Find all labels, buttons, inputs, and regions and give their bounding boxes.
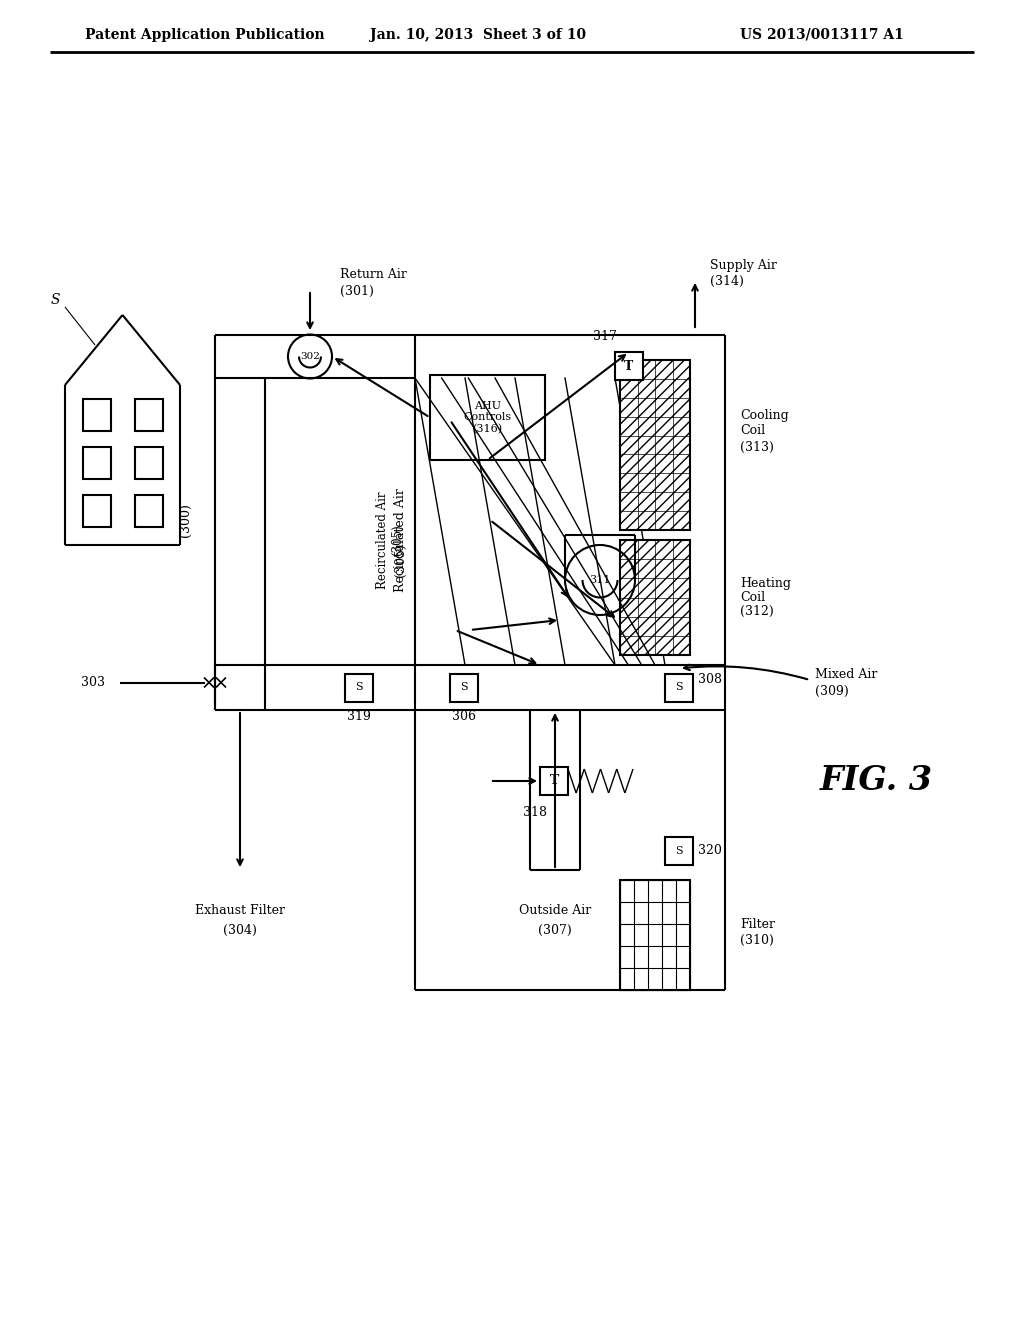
Text: (304): (304): [223, 924, 257, 936]
Bar: [620, 880, 690, 990]
Text: (307): (307): [539, 924, 571, 936]
Bar: [345, 673, 373, 701]
Text: 308: 308: [698, 673, 722, 686]
Text: (312): (312): [740, 605, 774, 618]
Bar: [620, 360, 690, 531]
Bar: [135, 399, 163, 432]
Text: (301): (301): [340, 285, 374, 297]
Text: S: S: [675, 846, 683, 855]
Text: Supply Air: Supply Air: [710, 259, 777, 272]
Text: (313): (313): [740, 441, 774, 454]
Bar: [450, 673, 478, 701]
Text: 318: 318: [523, 807, 547, 820]
Text: 303: 303: [81, 676, 105, 689]
Bar: [83, 495, 111, 527]
Bar: [83, 399, 111, 432]
Text: T: T: [625, 359, 634, 372]
Bar: [665, 673, 693, 701]
Text: Coil: Coil: [740, 425, 765, 437]
Text: Jan. 10, 2013  Sheet 3 of 10: Jan. 10, 2013 Sheet 3 of 10: [370, 28, 586, 42]
Text: (314): (314): [710, 275, 743, 288]
Text: S: S: [460, 682, 468, 693]
Text: AHU
Controls
(316): AHU Controls (316): [464, 401, 512, 434]
Text: Outside Air: Outside Air: [519, 903, 591, 916]
Bar: [540, 767, 568, 795]
Text: 306: 306: [452, 710, 476, 723]
Text: Coil: Coil: [740, 591, 765, 605]
Bar: [135, 495, 163, 527]
Text: S: S: [50, 293, 60, 308]
Text: 320: 320: [698, 845, 722, 858]
Text: (300): (300): [178, 503, 191, 537]
Text: S: S: [355, 682, 362, 693]
Text: US 2013/0013117 A1: US 2013/0013117 A1: [740, 28, 904, 42]
Text: Return Air: Return Air: [340, 268, 407, 281]
Text: S: S: [675, 682, 683, 693]
Text: Recirculated Air
(305): Recirculated Air (305): [376, 491, 404, 589]
Text: Filter: Filter: [740, 919, 775, 932]
Bar: [615, 352, 643, 380]
Text: (305): (305): [393, 543, 407, 577]
Text: 311: 311: [590, 576, 610, 585]
Text: FIG. 3: FIG. 3: [820, 763, 933, 796]
Bar: [430, 375, 545, 459]
Text: (310): (310): [740, 933, 774, 946]
Text: (309): (309): [815, 685, 849, 697]
Text: 317: 317: [593, 330, 616, 343]
Text: T: T: [549, 775, 559, 788]
Text: Exhaust Filter: Exhaust Filter: [195, 903, 285, 916]
Bar: [135, 447, 163, 479]
Bar: [665, 837, 693, 865]
Text: Heating: Heating: [740, 577, 791, 590]
Bar: [83, 447, 111, 479]
Text: Mixed Air: Mixed Air: [815, 668, 878, 681]
Text: 319: 319: [347, 710, 371, 723]
Text: Cooling: Cooling: [740, 408, 788, 421]
Text: 302: 302: [300, 352, 319, 360]
Text: Patent Application Publication: Patent Application Publication: [85, 28, 325, 42]
Text: Recirculated Air: Recirculated Air: [393, 488, 407, 591]
Bar: [620, 540, 690, 655]
